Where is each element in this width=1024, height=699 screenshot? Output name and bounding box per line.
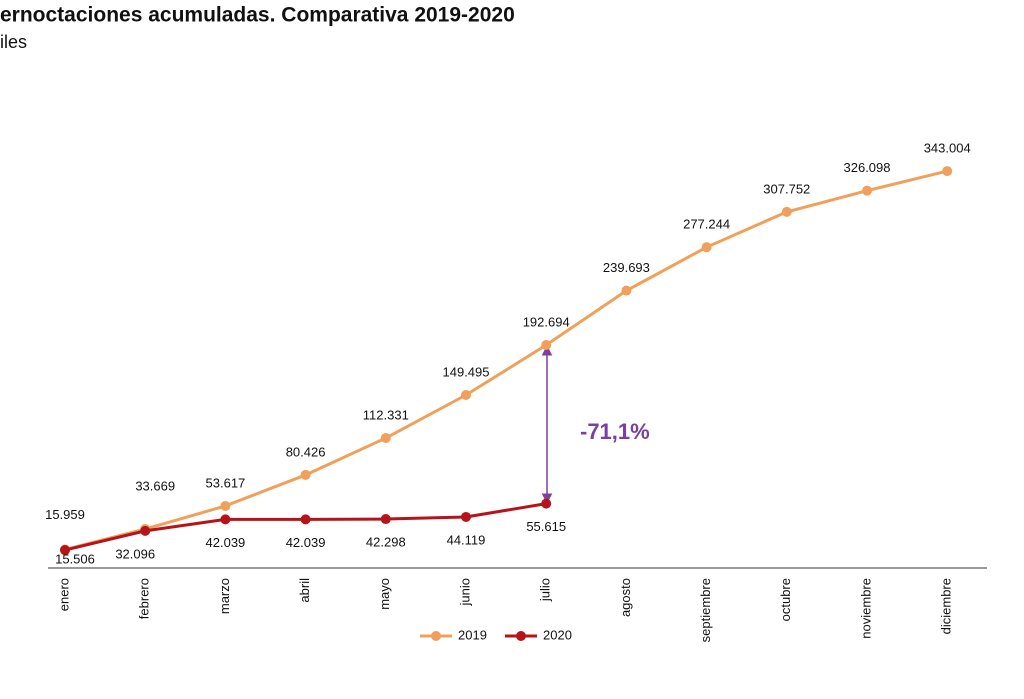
value-label: 343.004 xyxy=(924,141,971,156)
data-point xyxy=(220,514,231,525)
data-point xyxy=(862,185,872,196)
legend-marker xyxy=(516,631,526,641)
data-point xyxy=(60,545,70,556)
value-label: 33.669 xyxy=(135,478,175,493)
x-tick-label: septiembre xyxy=(698,578,713,642)
x-tick-label: mayo xyxy=(377,578,392,610)
value-label: 112.331 xyxy=(363,407,409,422)
value-label: 192.694 xyxy=(523,314,570,329)
data-point xyxy=(942,166,953,177)
x-tick-label: noviembre xyxy=(858,578,873,639)
x-tick-label: febrero xyxy=(137,578,152,619)
value-label: 149.495 xyxy=(443,364,490,379)
x-tick-label: julio xyxy=(538,578,553,602)
value-label: 15.959 xyxy=(45,507,85,522)
value-label: 42.298 xyxy=(366,534,406,549)
value-label: 44.119 xyxy=(447,532,486,547)
data-point xyxy=(621,285,632,296)
x-tick-label: octubre xyxy=(778,578,793,621)
value-label: 53.617 xyxy=(206,475,246,490)
x-tick-label: abril xyxy=(297,578,312,603)
value-label: 15.506 xyxy=(55,551,95,566)
x-tick-label: enero xyxy=(56,578,71,611)
chart-title: ernoctaciones acumuladas. Comparativa 20… xyxy=(0,4,515,27)
legend-label: 2020 xyxy=(543,627,572,642)
value-label: 42.039 xyxy=(286,535,326,550)
x-tick-label: marzo xyxy=(217,578,232,614)
x-tick-label: diciembre xyxy=(939,578,954,634)
legend-label: 2019 xyxy=(458,627,487,642)
data-point xyxy=(541,340,552,351)
x-tick-label: junio xyxy=(457,578,472,606)
data-point xyxy=(461,511,471,522)
data-point xyxy=(300,469,311,480)
data-point xyxy=(380,514,391,525)
value-label: 80.426 xyxy=(286,444,326,459)
value-label: 55.615 xyxy=(526,519,566,534)
data-point xyxy=(220,500,231,511)
value-label: 307.752 xyxy=(763,181,810,196)
chart-subtitle: iles xyxy=(0,32,27,52)
value-label: 32.096 xyxy=(115,546,155,561)
data-point xyxy=(300,514,311,525)
value-label: 239.693 xyxy=(603,260,650,275)
data-point xyxy=(461,390,471,401)
data-point xyxy=(541,498,552,509)
annotation: -71,1% xyxy=(580,419,650,444)
data-point xyxy=(380,433,391,444)
x-tick-label: agosto xyxy=(618,578,633,617)
series-line xyxy=(64,169,948,551)
data-point xyxy=(140,525,151,536)
data-point xyxy=(701,242,712,253)
value-label: 326.098 xyxy=(844,160,891,175)
legend-marker xyxy=(431,631,441,641)
data-point xyxy=(781,206,792,217)
value-label: 42.039 xyxy=(206,535,246,550)
value-label: 277.244 xyxy=(683,217,730,232)
